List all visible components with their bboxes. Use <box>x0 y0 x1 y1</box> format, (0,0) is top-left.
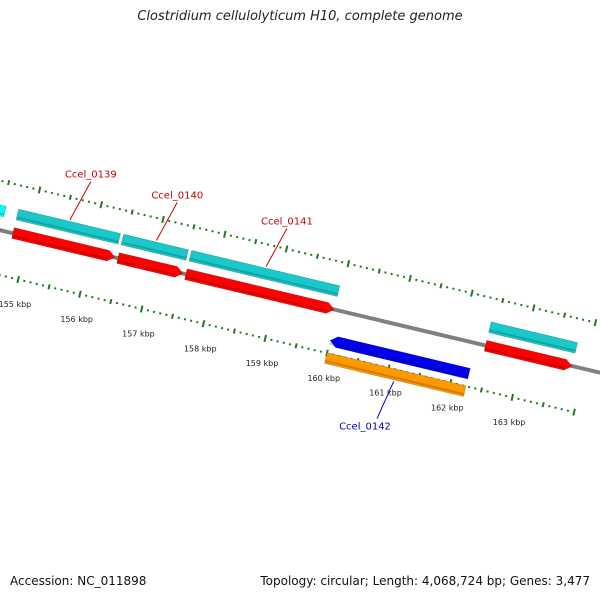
feature-label-leader <box>69 181 92 221</box>
feature-shade <box>12 234 108 260</box>
feature-shade <box>329 342 469 378</box>
cds-feature[interactable] <box>116 252 184 278</box>
scale-label: 158 kbp <box>184 344 217 353</box>
minor-tick <box>130 209 134 215</box>
feature-label-leader <box>265 228 288 267</box>
inner-tick-track <box>0 274 576 416</box>
major-tick <box>346 260 351 268</box>
cds-feature[interactable] <box>483 340 573 371</box>
minor-tick <box>192 224 196 230</box>
gene-feature[interactable] <box>488 321 578 354</box>
major-tick <box>201 320 206 328</box>
minor-tick <box>479 387 483 393</box>
major-tick <box>223 230 227 238</box>
major-tick <box>408 274 412 283</box>
minor-tick <box>541 402 545 408</box>
minor-tick <box>315 253 320 259</box>
feature-label-leader <box>155 202 178 241</box>
major-tick <box>99 201 104 209</box>
scale-label: 161 kbp <box>369 389 402 398</box>
major-tick <box>593 318 598 327</box>
gene-feature[interactable] <box>188 250 341 297</box>
feature-label: Ccel_0139 <box>65 170 117 181</box>
scale-label: 156 kbp <box>60 315 93 324</box>
minor-tick <box>47 284 51 290</box>
feature-shade <box>121 241 187 259</box>
minor-tick <box>7 179 11 186</box>
cds-feature[interactable] <box>11 227 116 262</box>
major-tick <box>139 305 144 313</box>
major-tick <box>37 186 42 194</box>
scale-label: 160 kbp <box>307 374 340 383</box>
feature-label: Ccel_0141 <box>261 216 313 227</box>
feature-label: Ccel_0140 <box>151 190 203 201</box>
gene-feature[interactable] <box>120 233 189 261</box>
major-tick <box>161 215 165 224</box>
minor-tick <box>109 298 113 305</box>
genome-stats-label: Topology: circular; Length: 4,068,724 bp… <box>260 574 590 588</box>
feature-shade <box>484 347 565 369</box>
minor-tick <box>562 312 567 318</box>
feature-shade <box>0 212 5 216</box>
outer-tick-track <box>1 179 598 327</box>
feature-shade <box>189 257 339 296</box>
minor-tick <box>501 297 505 304</box>
feature-shade <box>16 216 119 243</box>
reverse-cds-feature[interactable] <box>329 336 471 380</box>
gene-feature[interactable] <box>15 208 121 245</box>
minor-tick <box>254 238 258 245</box>
minor-tick <box>68 194 72 201</box>
feature-shade <box>324 359 465 396</box>
feature-shade <box>184 276 327 312</box>
feature-label: Ccel_0142 <box>339 422 391 433</box>
map-title: Clostridium cellulolyticum H10, complete… <box>137 9 463 24</box>
scale-label: 159 kbp <box>246 359 279 368</box>
feature-shade <box>488 329 576 352</box>
scale-label: 163 kbp <box>493 418 526 427</box>
major-tick <box>470 289 474 297</box>
minor-tick <box>439 283 443 289</box>
major-tick <box>263 334 268 343</box>
minor-tick <box>294 343 298 349</box>
label-layer: 155 kbp 156 kbp 157 kbp 158 kbp 159 kbp 160 k… <box>0 170 525 433</box>
major-tick <box>78 290 82 298</box>
scale-label: 162 kbp <box>431 403 464 412</box>
major-tick <box>510 393 515 402</box>
major-tick <box>572 408 576 416</box>
scale-label: 155 kbp <box>0 300 31 309</box>
cds-feature[interactable] <box>0 218 2 234</box>
major-tick <box>531 304 536 312</box>
scale-label: 157 kbp <box>122 330 155 339</box>
accession-label: Accession: NC_011898 <box>10 574 147 588</box>
major-tick <box>16 275 20 284</box>
minor-tick <box>171 313 175 319</box>
reverse-gene-feature[interactable] <box>324 352 467 397</box>
cds-feature[interactable] <box>184 268 335 314</box>
minor-tick <box>232 328 236 334</box>
feature-label-leader <box>376 381 395 419</box>
gene-feature[interactable] <box>0 200 7 218</box>
major-tick <box>284 245 289 253</box>
minor-tick <box>377 268 381 274</box>
feature-shade <box>117 259 176 276</box>
feature-track <box>0 200 578 397</box>
